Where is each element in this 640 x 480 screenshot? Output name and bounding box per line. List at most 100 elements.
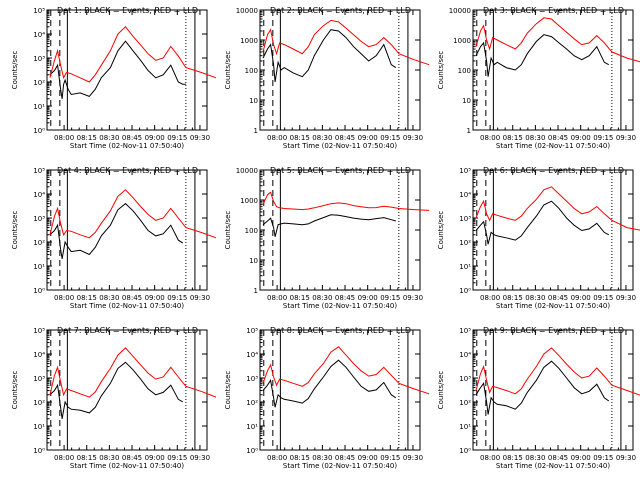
x-tick-label: 08:15 [77,294,97,302]
y-tick-label: 1000 [453,37,471,45]
x-tick-label: 08:30 [312,294,332,302]
y-tick-label: 10¹ [33,263,45,271]
x-tick-label: 08:30 [525,294,545,302]
x-axis-label: Start Time (02-Nov-11 07:50:40) [70,462,184,470]
y-tick-label: 10000 [449,7,471,15]
y-tick-label: 10² [459,399,471,407]
plot-frame [259,9,421,131]
x-tick-label: 09:00 [571,454,591,462]
series-events [475,360,610,415]
series-events [475,34,610,77]
x-tick-label: 08:00 [480,134,500,142]
y-tick-label: 10⁴ [246,351,258,359]
y-tick-label: 10² [33,399,45,407]
x-axis-label: Start Time (02-Nov-11 07:50:40) [283,302,397,310]
y-tick-label: 10⁴ [459,351,471,359]
series-lld [262,19,430,66]
chart-title: Det 6: BLACK = Events, RED = LLD [483,166,624,175]
series-events [262,214,396,237]
x-tick-label: 08:15 [77,454,97,462]
x-tick-label: 08:30 [99,454,119,462]
panel-det-8: Det 8: BLACK = Events, RED = LLD 10⁰ 10¹ 10… [224,326,430,470]
y-tick-label: 10² [246,399,258,407]
x-tick-label: 09:30 [403,454,423,462]
y-tick-label: 10¹ [33,103,45,111]
y-tick-label: 10⁵ [33,7,45,15]
x-tick-label: 08:15 [290,294,310,302]
x-tick-label: 09:30 [616,134,636,142]
y-axis-label: Counts/sec [437,51,445,90]
x-tick-label: 08:00 [54,454,74,462]
y-axis-label: Counts/sec [224,51,232,90]
x-tick-label: 09:00 [358,454,378,462]
x-tick-label: 08:00 [480,294,500,302]
chart-title: Det 2: BLACK = Events, RED = LLD [270,6,411,15]
x-tick-label: 08:00 [480,454,500,462]
y-axis-label: Counts/sec [224,211,232,250]
x-tick-label: 08:15 [77,134,97,142]
panel-det-9: Det 9: BLACK = Events, RED = LLD 10⁰ 10¹ 10… [437,326,640,470]
x-tick-label: 09:00 [358,294,378,302]
y-tick-label: 10³ [459,375,471,383]
series-lld [475,186,640,231]
y-tick-label: 10 [249,97,258,105]
panel-det-3: Det 3: BLACK = Events, RED = LLD 1 10 100 10… [437,6,640,150]
series-lld [475,347,640,396]
y-tick-label: 100 [245,67,258,75]
series-events [49,40,186,99]
y-tick-label: 10³ [33,215,45,223]
panel-det-1: Det 1: BLACK = Events, RED = LLD 10⁰ 10¹ 10… [11,6,217,150]
y-tick-label: 100 [245,227,258,235]
x-tick-label: 09:15 [167,134,187,142]
x-tick-label: 08:45 [548,454,568,462]
x-tick-label: 08:30 [525,134,545,142]
panel-det-2: Det 2: BLACK = Events, RED = LLD 1 10 100 10… [224,6,430,150]
x-tick-label: 08:45 [122,134,142,142]
y-tick-label: 10¹ [459,423,471,431]
x-tick-label: 08:45 [335,294,355,302]
x-tick-label: 08:00 [54,294,74,302]
y-tick-label: 10 [462,97,471,105]
y-tick-label: 1000 [240,197,258,205]
chart-title: Det 3: BLACK = Events, RED = LLD [483,6,624,15]
x-tick-label: 08:30 [525,454,545,462]
x-tick-label: 08:00 [54,134,74,142]
y-axis-label: Counts/sec [437,371,445,410]
series-events [262,359,397,408]
x-tick-label: 09:30 [403,134,423,142]
y-tick-label: 1 [254,287,258,295]
y-tick-label: 10⁵ [33,167,45,175]
x-tick-label: 09:15 [167,294,187,302]
x-tick-label: 09:30 [190,134,210,142]
x-tick-label: 08:00 [267,134,287,142]
y-axis-label: Counts/sec [224,371,232,410]
plot-frame [472,169,634,291]
x-axis-label: Start Time (02-Nov-11 07:50:40) [283,142,397,150]
plot-frame [259,169,421,291]
panel-det-4: Det 4: BLACK = Events, RED = LLD 10⁰ 10¹ 10… [11,166,217,310]
x-tick-label: 08:45 [548,134,568,142]
y-axis-label: Counts/sec [11,211,19,250]
x-tick-label: 09:30 [616,454,636,462]
y-tick-label: 10⁰ [459,447,471,455]
chart-title: Det 8: BLACK = Events, RED = LLD [270,326,411,335]
x-tick-label: 09:15 [593,294,613,302]
x-tick-label: 08:15 [503,454,523,462]
chart-title: Det 1: BLACK = Events, RED = LLD [57,6,198,15]
plot-frame [46,9,208,131]
y-tick-label: 1000 [240,37,258,45]
panel-det-7: Det 7: BLACK = Events, RED = LLD 10⁰ 10¹ 10… [11,326,217,470]
y-tick-label: 1 [254,127,258,135]
y-tick-label: 10² [33,79,45,87]
y-tick-label: 10³ [246,375,258,383]
x-tick-label: 08:45 [548,294,568,302]
chart-title: Det 5: BLACK = Events, RED = LLD [270,166,411,175]
x-tick-label: 08:30 [99,294,119,302]
x-axis-label: Start Time (02-Nov-11 07:50:40) [70,302,184,310]
x-tick-label: 08:15 [503,294,523,302]
x-axis-label: Start Time (02-Nov-11 07:50:40) [70,142,184,150]
x-tick-label: 09:30 [403,294,423,302]
y-tick-label: 10⁴ [33,31,45,39]
x-tick-label: 09:15 [593,134,613,142]
